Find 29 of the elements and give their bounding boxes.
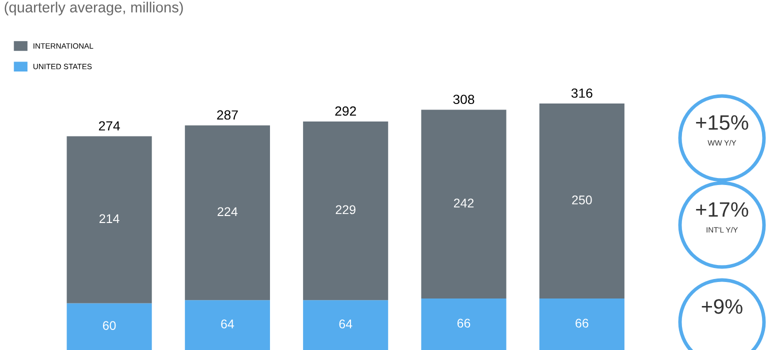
data-label: 224 (218, 207, 238, 216)
data-label: 60 (102, 321, 116, 330)
data-label: 250 (572, 196, 592, 204)
bar (421, 110, 506, 299)
bar (539, 104, 624, 299)
data-label: 64 (339, 320, 352, 328)
bar (66, 303, 152, 350)
text: +15% (696, 115, 748, 130)
total-label: 287 (217, 110, 238, 120)
bar (303, 121, 388, 300)
bar (184, 125, 270, 300)
chart-subtitle: (quarterly average, millions) (4, 2, 183, 16)
data-label: 242 (454, 198, 474, 208)
total-label: 274 (98, 121, 120, 130)
total-label: 316 (571, 88, 592, 98)
bar (539, 298, 624, 350)
text: +9% (702, 299, 742, 314)
total-label: 292 (335, 106, 356, 116)
data-label: 64 (221, 320, 234, 328)
data-label: 214 (99, 214, 120, 223)
bar (66, 136, 152, 304)
data-label: 66 (457, 318, 470, 328)
bar (184, 300, 270, 350)
text: +17% (696, 202, 748, 217)
data-label: 229 (336, 205, 356, 214)
data-label: 66 (576, 318, 588, 328)
bar (303, 300, 388, 350)
bar (421, 298, 506, 350)
total-label: 308 (453, 94, 474, 104)
